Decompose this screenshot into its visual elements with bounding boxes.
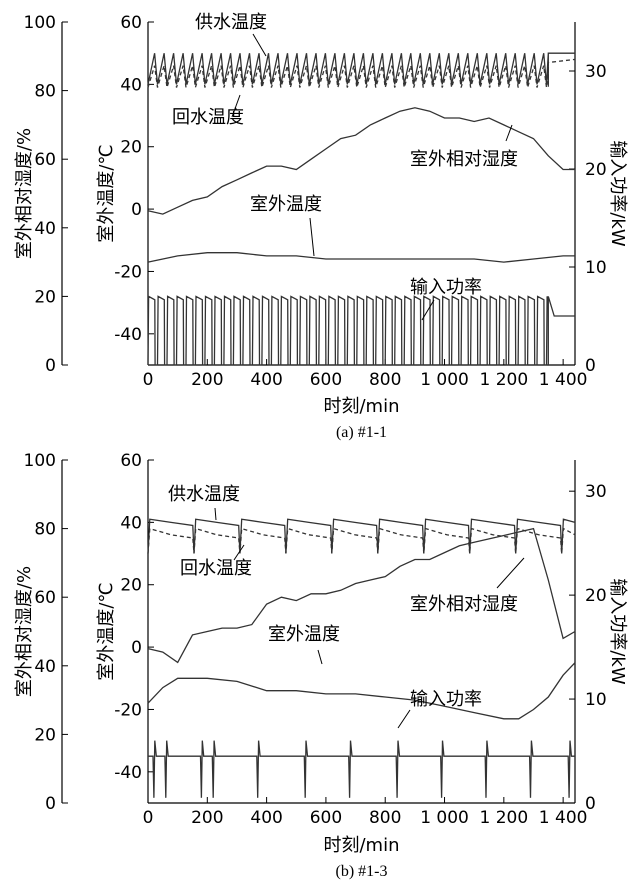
annotation-power: 输入功率: [410, 689, 482, 710]
temp-tick-label: 0: [131, 200, 142, 220]
annotation-leader: [231, 94, 241, 118]
power-tick-label: 30: [585, 482, 607, 502]
rh-tick-label: 40: [34, 657, 56, 677]
series-line-2: [147, 107, 575, 215]
x-tick-label: 800: [369, 808, 401, 828]
annotation-supply: 供水温度: [195, 12, 267, 33]
temp-tick-label: -40: [114, 763, 142, 783]
rh-tick-label: 60: [34, 150, 56, 170]
x-tick-label: 0: [143, 370, 154, 390]
series-line-4: [147, 295, 575, 366]
annotation-leader: [397, 709, 411, 729]
figure-caption: (a) #1-1: [336, 424, 387, 441]
power-tick-label: 20: [585, 586, 607, 606]
power-tick-label: 10: [585, 258, 607, 278]
x-tick-label: 400: [250, 808, 282, 828]
series-line-3: [147, 662, 576, 720]
annotation-leader: [505, 124, 513, 142]
series-line-1: [147, 527, 576, 554]
annotation-power: 输入功率: [410, 277, 482, 298]
x-tick-label: 200: [191, 370, 223, 390]
temp-axis-label: 室外温度/℃: [96, 144, 117, 242]
annotation-leader: [233, 544, 245, 561]
annotation-leader: [317, 649, 323, 665]
annotation-return: 回水温度: [172, 107, 244, 128]
annotation-leader: [309, 217, 315, 257]
rh-tick-label: 40: [34, 219, 56, 239]
x-tick-label: 1 200: [479, 370, 528, 390]
annotation-supply: 供水温度: [168, 484, 240, 505]
rh-tick-label: 20: [34, 725, 56, 745]
chart-panel-b: 0 200 400 600 800 1 000 1 200 1 4006040200-20-4…: [14, 451, 628, 880]
rh-axis-label: 室外相对湿度/%: [14, 566, 35, 697]
x-tick-label: 1 200: [479, 808, 528, 828]
temp-tick-label: 20: [120, 138, 142, 158]
annotation-outdoor: 室外温度: [268, 624, 340, 645]
power-tick-label: 20: [585, 160, 607, 180]
x-tick-label: 800: [369, 370, 401, 390]
x-tick-label: 1 400: [539, 370, 588, 390]
rh-tick-label: 80: [34, 520, 56, 540]
temp-axis-label: 室外温度/℃: [96, 582, 117, 680]
rh-axis-label: 室外相对湿度/%: [14, 128, 35, 259]
annotation-rh: 室外相对湿度: [410, 149, 518, 170]
series-line-2: [147, 527, 576, 664]
annotation-leader: [496, 557, 525, 589]
series-line-4: [148, 740, 575, 798]
annotation-return: 回水温度: [180, 558, 252, 579]
temp-tick-label: 60: [120, 451, 142, 471]
rh-tick-label: 0: [45, 356, 56, 376]
temp-tick-label: 40: [120, 513, 142, 533]
x-axis-label: 时刻/min: [323, 835, 399, 856]
x-tick-label: 600: [310, 808, 342, 828]
x-tick-label: 200: [191, 808, 223, 828]
rh-tick-label: 0: [45, 794, 56, 814]
temp-tick-label: 0: [131, 638, 142, 658]
x-axis-label: 时刻/min: [323, 396, 399, 417]
rh-tick-label: 60: [34, 588, 56, 608]
x-tick-label: 1 400: [539, 808, 588, 828]
power-tick-label: 10: [585, 690, 607, 710]
annotation-leader: [214, 507, 217, 521]
power-tick-label: 0: [585, 356, 596, 376]
x-tick-label: 400: [250, 370, 282, 390]
temp-tick-label: 20: [120, 576, 142, 596]
annotation-rh: 室外相对湿度: [410, 594, 518, 615]
rh-tick-label: 20: [34, 287, 56, 307]
annotation-outdoor: 室外温度: [250, 194, 322, 215]
temp-tick-label: 40: [120, 75, 142, 95]
figure-caption: (b) #1-3: [336, 863, 388, 880]
rh-tick-label: 100: [24, 13, 56, 33]
x-tick-label: 600: [310, 370, 342, 390]
x-tick-label: 1 000: [420, 370, 469, 390]
power-axis-label: 输入功率/kW: [607, 578, 628, 684]
temp-tick-label: 60: [120, 13, 142, 33]
power-tick-label: 30: [585, 62, 607, 82]
x-tick-label: 0: [143, 808, 154, 828]
power-tick-label: 0: [585, 794, 596, 814]
rh-tick-label: 100: [24, 451, 56, 471]
temp-tick-label: -20: [114, 700, 142, 720]
power-axis-label: 输入功率/kW: [607, 140, 628, 246]
temp-tick-label: -40: [114, 325, 142, 345]
annotation-leader: [421, 299, 435, 321]
chart-panel-a: 0 200 400 600 800 1 000 1 200 1 4006040200-20-4…: [14, 12, 628, 441]
rh-tick-label: 80: [34, 82, 56, 102]
annotation-leader: [252, 33, 267, 57]
series-line-3: [147, 252, 575, 263]
x-tick-label: 1 000: [420, 808, 469, 828]
temp-tick-label: -20: [114, 262, 142, 282]
